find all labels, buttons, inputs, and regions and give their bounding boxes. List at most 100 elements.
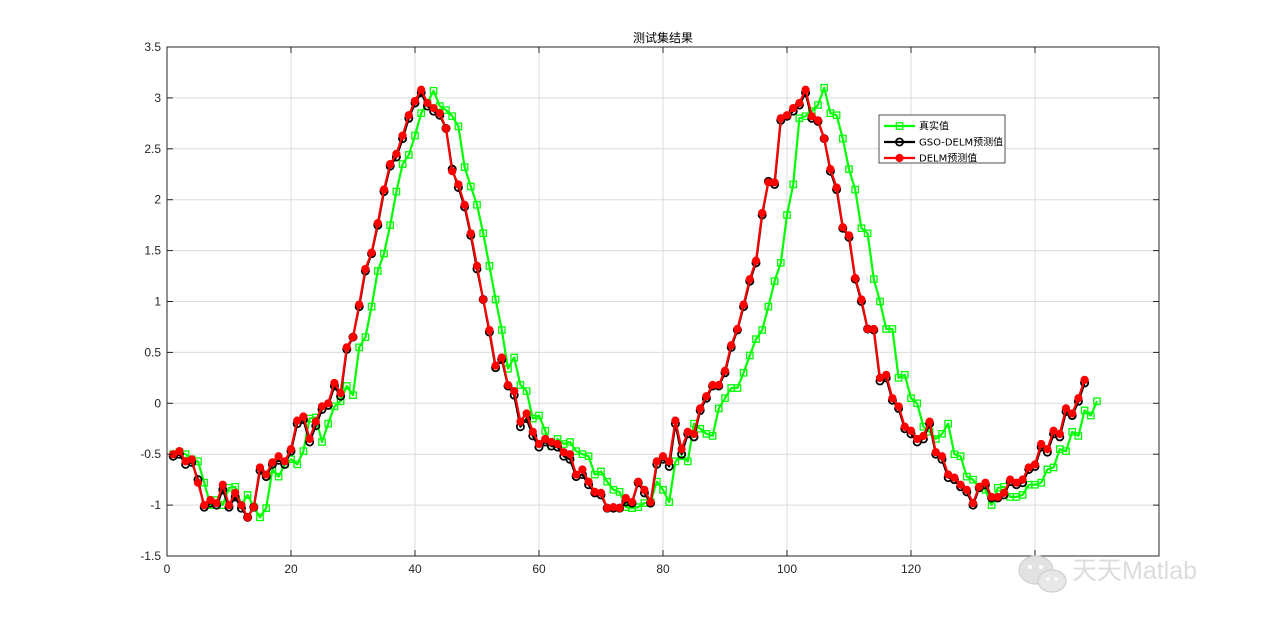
data-point bbox=[479, 295, 488, 304]
data-point bbox=[348, 333, 358, 342]
data-point bbox=[212, 498, 221, 508]
data-point bbox=[869, 275, 878, 283]
data-point bbox=[1030, 460, 1040, 469]
data-point bbox=[764, 302, 773, 311]
data-point bbox=[336, 397, 345, 406]
data-point bbox=[1068, 409, 1077, 418]
data-point bbox=[1037, 478, 1046, 487]
data-point bbox=[621, 493, 630, 503]
data-point bbox=[813, 116, 823, 125]
legend-label: GSO-DELM预测值 bbox=[919, 136, 1003, 149]
data-point bbox=[280, 457, 289, 466]
data-point bbox=[553, 439, 562, 449]
data-point bbox=[906, 426, 916, 435]
data-point bbox=[516, 417, 525, 426]
x-tick-label: 20 bbox=[284, 562, 298, 576]
data-point bbox=[237, 501, 246, 510]
data-point bbox=[1086, 411, 1095, 420]
data-point bbox=[373, 219, 382, 228]
data-point bbox=[888, 325, 897, 333]
data-point bbox=[758, 208, 767, 218]
data-point bbox=[572, 470, 581, 479]
data-point bbox=[727, 341, 736, 350]
data-point bbox=[429, 103, 438, 113]
data-point bbox=[274, 472, 283, 481]
data-point bbox=[367, 248, 376, 257]
data-point bbox=[615, 488, 624, 496]
data-point bbox=[193, 478, 203, 487]
data-point bbox=[1080, 406, 1089, 415]
chart-title: 测试集结果 bbox=[633, 30, 693, 45]
data-point bbox=[851, 185, 860, 194]
data-point bbox=[596, 488, 606, 497]
data-point bbox=[739, 368, 748, 377]
data-point bbox=[417, 109, 426, 118]
x-tick-label: 40 bbox=[408, 562, 422, 576]
data-point bbox=[411, 131, 419, 140]
data-point bbox=[708, 432, 717, 440]
legend-entries: 真实值 GSO-DELM预测值 DELM预测值 bbox=[884, 120, 1003, 165]
data-point bbox=[689, 429, 699, 438]
data-point bbox=[993, 492, 1002, 502]
data-point bbox=[565, 450, 575, 459]
data-point bbox=[448, 167, 457, 176]
data-point bbox=[491, 361, 500, 370]
data-point bbox=[950, 473, 959, 482]
data-point bbox=[293, 460, 302, 469]
y-tick-label: 0 bbox=[154, 396, 161, 410]
data-point bbox=[900, 370, 909, 379]
data-point bbox=[274, 452, 283, 461]
data-point bbox=[665, 498, 674, 506]
data-point bbox=[479, 229, 488, 238]
data-point bbox=[751, 256, 761, 265]
data-point bbox=[392, 187, 401, 196]
data-point bbox=[1055, 429, 1064, 438]
data-point bbox=[404, 151, 413, 159]
data-point bbox=[981, 478, 990, 487]
data-point bbox=[907, 394, 915, 403]
data-point bbox=[516, 381, 525, 389]
data-point bbox=[404, 111, 413, 120]
series-1 bbox=[169, 83, 1101, 522]
data-point bbox=[1018, 491, 1027, 499]
watermark-text: 天天Matlab bbox=[1072, 557, 1197, 585]
data-point bbox=[863, 229, 872, 238]
data-point bbox=[776, 258, 785, 267]
data-point bbox=[268, 458, 277, 467]
data-point bbox=[541, 426, 550, 435]
data-point bbox=[435, 109, 444, 118]
data-point bbox=[473, 200, 481, 209]
data-point bbox=[262, 504, 271, 513]
data-point bbox=[466, 229, 475, 238]
data-point bbox=[1080, 375, 1089, 384]
data-point bbox=[367, 302, 376, 311]
data-point bbox=[919, 431, 928, 440]
data-point bbox=[683, 457, 692, 466]
data-point bbox=[441, 124, 451, 133]
data-point bbox=[485, 262, 494, 270]
data-point bbox=[720, 366, 730, 375]
data-point bbox=[528, 427, 537, 436]
data-point bbox=[814, 101, 822, 109]
data-point bbox=[503, 380, 513, 390]
data-point bbox=[658, 452, 668, 461]
data-point bbox=[380, 249, 388, 258]
data-point bbox=[807, 112, 816, 121]
legend-marker bbox=[895, 137, 905, 147]
data-point bbox=[485, 325, 494, 335]
data-point bbox=[925, 417, 934, 426]
data-point bbox=[410, 96, 420, 106]
data-point bbox=[466, 182, 475, 191]
data-point bbox=[293, 416, 302, 425]
legend-entry-2: GSO-DELM预测值 bbox=[884, 136, 1003, 149]
legend-entry-1: 真实值 bbox=[884, 120, 949, 133]
data-point bbox=[200, 501, 209, 510]
data-point bbox=[1062, 447, 1070, 455]
data-point bbox=[714, 404, 723, 413]
y-tick-label: 1 bbox=[154, 295, 161, 309]
data-point bbox=[417, 85, 426, 94]
series-3 bbox=[169, 85, 1089, 522]
data-point bbox=[355, 300, 364, 309]
data-point bbox=[714, 380, 723, 390]
